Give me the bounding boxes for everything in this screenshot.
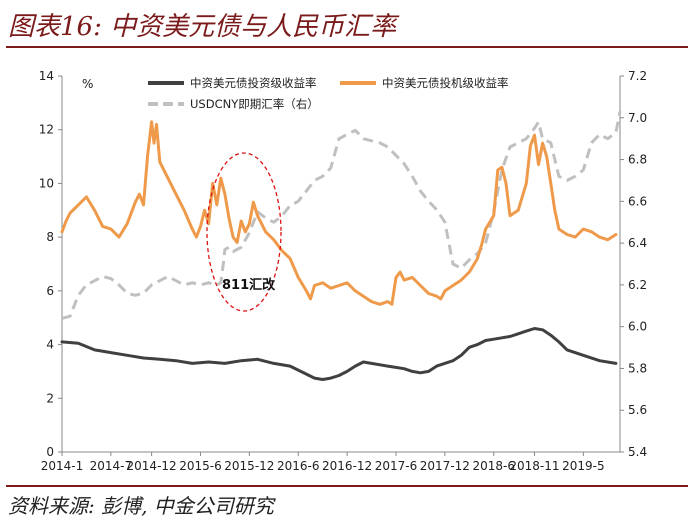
right-tick-label: 6.2 (628, 278, 647, 292)
right-tick-label: 6.6 (628, 194, 647, 208)
left-tick-label: 14 (39, 69, 54, 83)
x-tick-label: 2014-7 (90, 459, 133, 473)
x-tick-label: 2014-1 (41, 459, 84, 473)
left-tick-label: 0 (46, 445, 54, 459)
right-tick-label: 7.0 (628, 111, 647, 125)
right-tick-label: 5.8 (628, 361, 647, 375)
left-tick-label: 2 (46, 391, 54, 405)
x-tick-label: 2016-6 (277, 459, 320, 473)
right-tick-label: 5.6 (628, 403, 647, 417)
source-rule (6, 485, 688, 487)
right-axis-ticks: 5.4 5.6 5.8 6.0 6.2 6.4 6.6 6.8 7.0 7.2 (620, 69, 647, 459)
x-tick-label: 2018-11 (509, 459, 559, 473)
series-lines (60, 111, 622, 381)
x-tick-label: 2017-12 (420, 459, 470, 473)
legend: 中资美元债投资级收益率 中资美元债投机级收益率 USDCNY即期汇率（右） (148, 76, 509, 111)
right-tick-label: 5.4 (628, 445, 647, 459)
x-tick-label: 2016-12 (322, 459, 372, 473)
annotation-label: 811汇改 (222, 277, 276, 293)
left-tick-label: 10 (39, 176, 54, 190)
left-tick-label: 4 (46, 338, 54, 352)
x-tick-label: 2015-6 (179, 459, 222, 473)
x-tick-label: 2017-6 (375, 459, 418, 473)
series-line-2 (61, 111, 622, 320)
left-axis-ticks: 0 2 4 6 8 10 12 14% (39, 69, 94, 459)
title-rule (6, 46, 688, 48)
source-note: 资料来源: 彭博, 中金公司研究 (8, 494, 274, 518)
x-tick-label: 2014-12 (127, 459, 177, 473)
right-tick-label: 6.4 (628, 236, 647, 250)
right-tick-label: 6.8 (628, 153, 647, 167)
right-tick-label: 6.0 (628, 320, 647, 334)
plot-frame (61, 76, 621, 453)
left-axis-unit: % (82, 77, 93, 91)
left-tick-label: 8 (46, 230, 54, 244)
right-tick-label: 7.2 (628, 69, 647, 83)
legend-label-1: 中资美元债投机级收益率 (382, 76, 509, 90)
x-tick-label: 2015-12 (224, 459, 274, 473)
x-tick-label: 2019-5 (562, 459, 605, 473)
series-line-1 (60, 120, 618, 306)
chart-title: 图表16: 中资美元债与人民币汇率 (8, 12, 397, 42)
legend-label-0: 中资美元债投资级收益率 (190, 76, 317, 90)
left-tick-label: 12 (39, 123, 54, 137)
series-line-0 (60, 327, 618, 381)
left-tick-label: 6 (46, 284, 54, 298)
x-tick-label: 2018-6 (472, 459, 515, 473)
annotation: 811汇改 (206, 152, 282, 312)
legend-label-2: USDCNY即期汇率（右） (190, 97, 319, 111)
annotation-ellipse (206, 152, 282, 312)
